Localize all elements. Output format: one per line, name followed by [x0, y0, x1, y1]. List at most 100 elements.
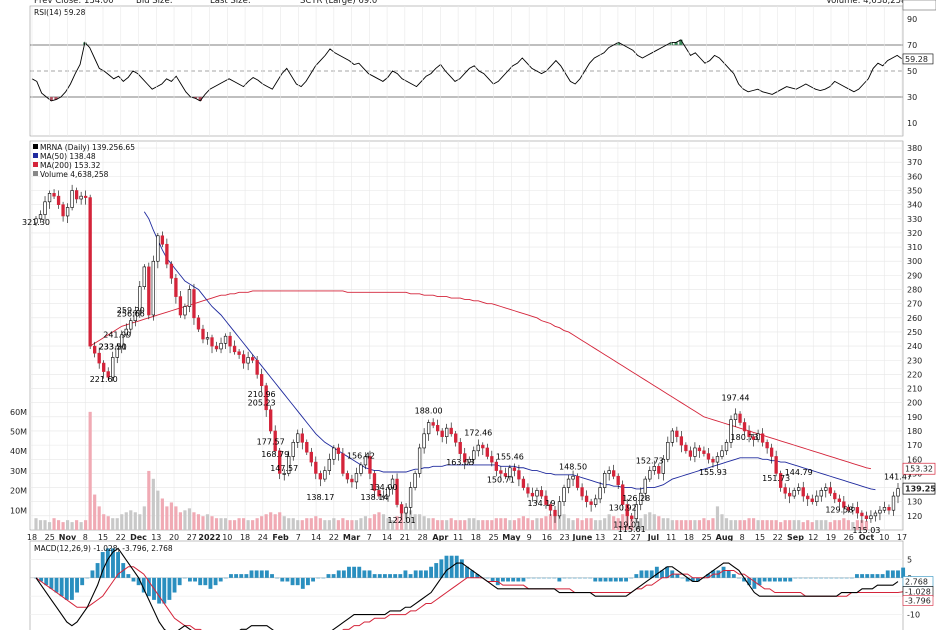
candle-body-26: [151, 260, 155, 316]
candle-body-54: [278, 450, 282, 474]
annotation-20: 150.71: [487, 475, 515, 484]
annotation-18: 163.03: [446, 458, 474, 467]
candle-188: [882, 501, 887, 514]
macd-hist-64: [362, 570, 367, 578]
macd-hist-120: [649, 570, 654, 578]
candle-67: [336, 443, 341, 461]
candle-body-130: [621, 484, 625, 505]
candle-body-52: [269, 409, 273, 432]
macd-hist-31: [193, 577, 197, 582]
macd-hist-169: [901, 567, 906, 578]
candle-22: [133, 306, 137, 327]
macd-hist-42: [249, 570, 254, 578]
candle-body-39: [210, 337, 214, 347]
volume-bar-116: [557, 512, 562, 530]
macd-hist-49: [285, 577, 290, 582]
candle-134: [639, 487, 643, 511]
macd-hist-149: [798, 577, 803, 579]
volume-bar-126: [603, 518, 607, 530]
volume-bar-178: [837, 520, 841, 530]
price-tick-250: 250: [907, 328, 922, 337]
x-label-43: Sep: [787, 533, 804, 542]
volume-bar-12: [88, 411, 92, 530]
volume-bar-68: [341, 518, 345, 530]
x-label-32: 13: [595, 533, 605, 542]
macd-hist-24: [157, 577, 162, 604]
candle-body-133: [634, 504, 638, 519]
macd-hist-80: [444, 555, 449, 578]
candle-body-147: [697, 447, 702, 452]
candle-155: [733, 408, 738, 427]
candle-body-27: [156, 235, 160, 262]
candle-body-7: [65, 207, 70, 217]
candle-127: [607, 466, 611, 481]
candle-body-134: [639, 492, 643, 505]
volume-bar-49: [255, 518, 259, 530]
macd-hist-26: [167, 577, 172, 600]
candle-body-173: [815, 495, 819, 503]
macd-hist-121: [654, 566, 659, 578]
volume-bar-54: [278, 512, 282, 530]
candle-body-62: [314, 461, 318, 474]
candle-body-160: [756, 433, 760, 440]
price-tick-200: 200: [907, 399, 922, 408]
candle-63: [318, 470, 322, 487]
candle-5: [56, 190, 61, 209]
macd-hist-12: [95, 563, 100, 578]
candle-165: [779, 470, 783, 492]
candle-body-137: [652, 466, 656, 471]
volume-bar-161: [761, 520, 765, 530]
candle-191: [896, 482, 900, 504]
candle-body-126: [602, 473, 607, 488]
candle-body-23: [138, 286, 142, 312]
price-tick-320: 320: [907, 229, 922, 238]
candle-141: [670, 428, 675, 447]
volume-bar-101: [490, 520, 494, 530]
macd-hist-82: [454, 555, 459, 578]
candle-164: [774, 450, 778, 477]
candle-39: [210, 334, 214, 354]
candle-body-63: [318, 473, 322, 480]
candle-body-138: [657, 466, 661, 474]
candle-136: [648, 466, 652, 482]
volume-bar-29: [165, 506, 169, 530]
macd-hist-89: [490, 577, 495, 582]
macd-hist-18: [126, 574, 131, 578]
macd-hist-160: [855, 574, 859, 578]
annotation-21: 155.46: [496, 453, 524, 462]
macd-hist-55: [316, 577, 321, 579]
annotation-30: 155.93: [699, 468, 727, 477]
volume-tag: 4638258: [904, 0, 936, 2]
macd-hist-3: [49, 577, 54, 589]
volume-bar-44: [232, 520, 237, 530]
candle-body-42: [223, 335, 228, 344]
macd-hist-44: [259, 570, 264, 578]
x-label-25: 18: [471, 533, 481, 542]
macd-hist-158: [844, 577, 849, 579]
volume-bar-87: [427, 518, 431, 530]
candle-body-47: [246, 357, 250, 364]
candle-64: [323, 466, 327, 482]
candle-body-96: [467, 458, 471, 463]
candle-99: [481, 442, 485, 456]
candle-body-76: [377, 490, 381, 497]
volume-bar-174: [819, 520, 823, 530]
volume-bar-114: [548, 514, 553, 530]
volume-bar-0: [34, 518, 38, 530]
candle-body-91: [445, 427, 449, 437]
candle-body-77: [381, 495, 386, 498]
candle-body-184: [864, 515, 869, 519]
candle-142: [675, 426, 679, 443]
candle-body-33: [183, 306, 187, 316]
candle-180: [846, 504, 851, 514]
x-label-49: 17: [897, 533, 907, 542]
volume-bar-95: [463, 520, 467, 530]
candle-body-120: [575, 475, 580, 488]
volume-bar-21: [129, 510, 133, 530]
macd-hist-72: [403, 570, 408, 578]
candle-body-2: [43, 201, 47, 215]
volume-bar-179: [842, 518, 846, 530]
volume-bar-72: [359, 518, 363, 530]
volume-bar-33: [183, 510, 187, 530]
candle-body-187: [878, 509, 882, 514]
